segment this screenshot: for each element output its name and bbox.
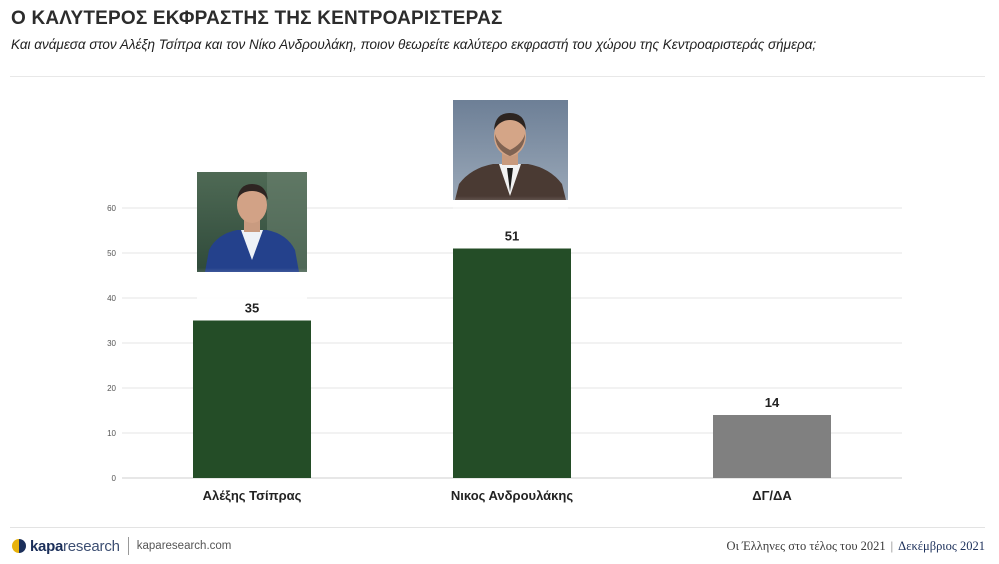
page-subtitle: Και ανάμεσα στον Αλέξη Τσίπρα και τον Νί… (11, 37, 817, 52)
x-tick-label: ΔΓ/ΔΑ (752, 488, 792, 503)
data-label: 35 (245, 301, 259, 316)
footer-brand: kapa research kaparesearch.com (11, 534, 231, 558)
y-tick-label: 30 (107, 339, 116, 348)
bar (713, 415, 831, 478)
x-tick-label: Αλέξης Τσίπρας (203, 488, 302, 503)
y-tick-label: 40 (107, 294, 116, 303)
y-tick-label: 0 (112, 474, 117, 483)
kapa-logo-icon (11, 538, 27, 554)
footer-divider (10, 527, 985, 528)
candidate-photo-androulakis (453, 100, 568, 230)
y-tick-label: 10 (107, 429, 116, 438)
brand-divider (127, 537, 129, 555)
brand-name-suffix: research (63, 537, 120, 555)
report-date: Δεκέμβριος 2021 (898, 539, 985, 553)
y-tick-label: 50 (107, 249, 116, 258)
report-separator: | (890, 539, 894, 553)
bar (193, 320, 311, 478)
data-label: 14 (765, 395, 780, 410)
x-tick-label: Νικος Ανδρουλάκης (451, 488, 573, 503)
report-title: Οι Έλληνες στο τέλος του 2021 (726, 539, 886, 553)
header-divider (10, 76, 985, 77)
y-tick-label: 60 (107, 204, 116, 213)
candidate-photo-tsipras (197, 172, 307, 302)
page-title: Ο ΚΑΛΥΤΕΡΟΣ ΕΚΦΡΑΣΤΗΣ ΤΗΣ ΚΕΝΤΡΟΑΡΙΣΤΕΡΑ… (11, 8, 503, 29)
brand-url: kaparesearch.com (136, 540, 232, 552)
brand-name-prefix: kapa (30, 537, 63, 555)
bar (453, 248, 571, 478)
footer-report-info: Οι Έλληνες στο τέλος του 2021 | Δεκέμβριος… (727, 539, 985, 554)
data-label: 51 (505, 229, 519, 244)
y-tick-label: 20 (107, 384, 116, 393)
